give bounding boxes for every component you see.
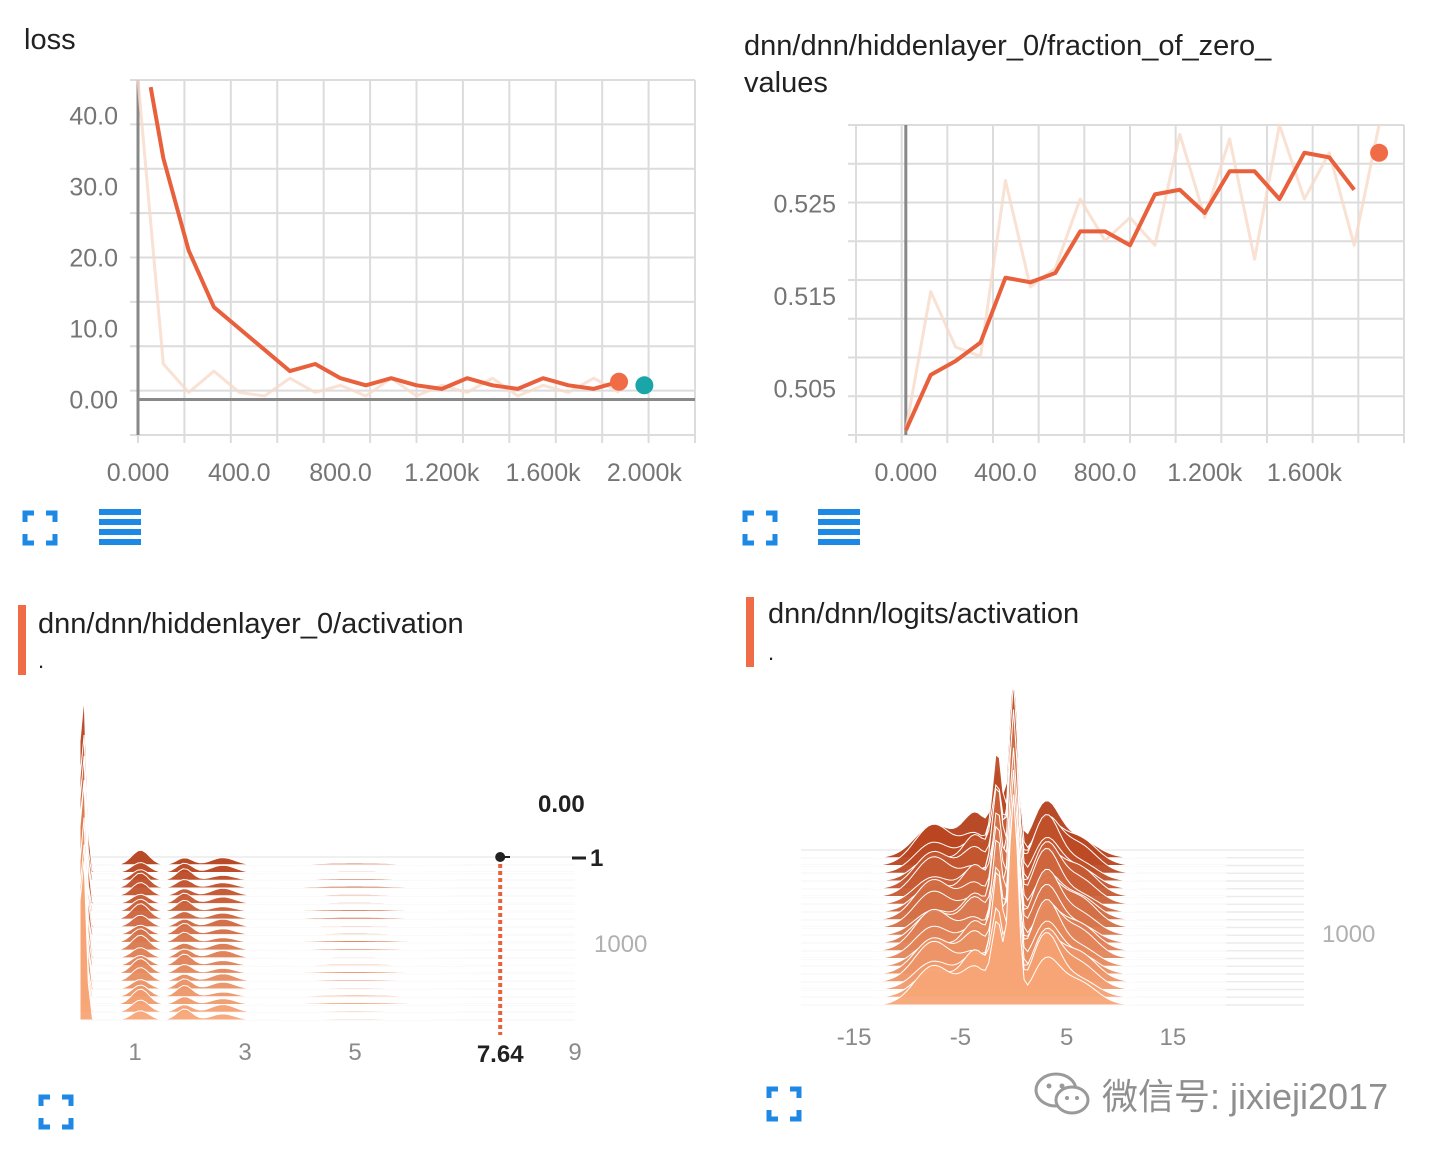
histogram-slice [801,794,1226,1006]
card-title-line1: dnn/dnn/hiddenlayer_0/fraction_of_zero_ [744,30,1272,62]
toggle-data-button[interactable] [815,506,863,548]
series-marker [635,376,654,395]
card-title: loss [24,24,76,56]
histogram-slice [79,700,576,874]
x-tick-label: 0.000 [107,459,170,487]
expand-icon [742,510,778,546]
card-subtitle: . [768,640,775,665]
expand-icon [22,510,58,546]
x-tick-label: 9 [568,1039,581,1066]
card-subtitle: . [38,648,45,673]
histogram-slice [79,828,576,967]
step-tick-label: 1000 [1322,921,1375,948]
y-tick-label: 0.515 [773,283,836,311]
x-tick-label: 1 [128,1039,141,1066]
x-tick-label: 15 [1160,1024,1187,1051]
series-marker [610,372,629,391]
x-tick-label: 5 [348,1039,361,1066]
logits-activation-histogram[interactable]: -15 -5 5 15 1000 [726,690,1446,1070]
hover-value-label: 0.00 [538,791,585,818]
hover-x-label: 7.64 [477,1041,524,1068]
step-tick-label: 1000 [594,931,647,958]
card-title: dnn/dnn/logits/activation [768,598,1080,630]
x-tick-label: 1.600k [506,459,582,487]
histogram-slice [79,795,576,912]
smoothed-series-line [148,86,620,391]
x-tick-label: 1.600k [1267,459,1343,487]
histogram-slice [79,817,576,990]
histogram-slice [79,724,576,866]
x-tick-label: 5 [1060,1024,1073,1051]
histogram-slice [79,866,576,974]
x-tick-label: 3 [238,1039,251,1066]
smoothed-series-line [903,150,1356,432]
x-tick-label: 1.200k [404,459,480,487]
watermark-text: 微信号: jixieji2017 [1102,1076,1389,1117]
card-title: dnn/dnn/hiddenlayer_0/activation [38,608,464,640]
y-tick-label: 0.525 [773,191,836,219]
raw-series-line [136,79,620,398]
loss-chart[interactable]: 0.00 10.0 20.0 30.0 40.0 0.000 400.0 800.0 1.200… [0,70,720,490]
fraction-chart[interactable]: 0.505 0.515 0.525 0.000 400.0 800.0 1.200k 1.60… [726,110,1446,490]
x-tick-label: 800.0 [1074,459,1137,487]
expand-icon [766,1086,802,1122]
y-tick-label: 30.0 [69,174,118,202]
y-tick-label: 10.0 [69,316,118,344]
hover-step-label: 1 [590,845,603,872]
expand-button[interactable] [740,508,780,548]
y-tick-label: 0.505 [773,376,836,404]
x-tick-label: 2.000k [607,459,683,487]
x-tick-label: 1.200k [1167,459,1243,487]
x-tick-label: -15 [837,1024,872,1051]
expand-button[interactable] [36,1092,76,1132]
expand-icon [38,1094,74,1130]
toggle-data-button[interactable] [96,506,144,548]
data-table-icon [818,509,860,545]
series-marker [1370,143,1389,162]
histogram-slice [79,860,575,1021]
histogram-slice [79,756,576,928]
y-tick-label: 40.0 [69,103,118,131]
histogram-slice [79,734,576,905]
histogram-slice [79,876,576,998]
expand-button[interactable] [764,1084,804,1124]
expand-button[interactable] [20,508,60,548]
x-tick-label: 0.000 [875,459,938,487]
x-tick-label: 400.0 [974,459,1037,487]
data-table-icon [99,509,141,545]
histogram-slice [79,800,576,920]
wechat-icon [1034,1072,1090,1115]
x-tick-label: -5 [950,1024,971,1051]
watermark: 微信号: jixieji2017 [1032,1068,1388,1120]
title-accent-bar [746,597,754,667]
y-tick-label: 20.0 [69,245,118,273]
title-accent-bar [18,605,26,675]
histogram-slice [79,827,576,982]
x-tick-label: 400.0 [208,459,271,487]
y-tick-label: 0.00 [69,387,118,415]
x-tick-label: 800.0 [309,459,372,487]
card-title-line2: values [744,67,828,99]
